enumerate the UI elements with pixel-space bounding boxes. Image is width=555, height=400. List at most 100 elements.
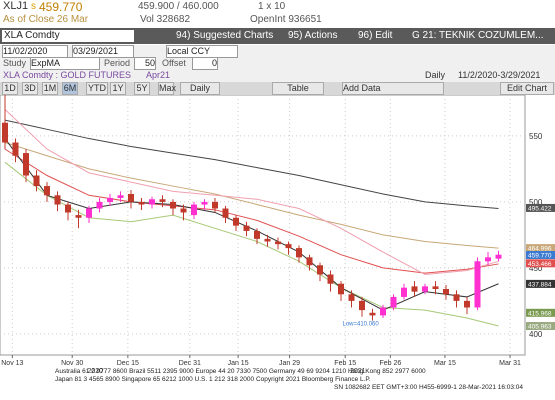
moving-average (4, 148, 499, 274)
x-tick-label: Nov 30 (61, 360, 83, 367)
actions[interactable]: 95) Actions (288, 30, 338, 41)
y-tick-label: 450 (529, 264, 543, 273)
period-button[interactable]: 1D (2, 82, 18, 95)
candle-body (65, 204, 71, 213)
candle-body (464, 300, 470, 308)
period-button[interactable]: 1Y (110, 82, 126, 95)
price-tag-label: 495.422 (528, 205, 552, 212)
period-button[interactable]: YTD (86, 82, 108, 95)
table-button[interactable]: Table (272, 82, 324, 95)
candle-body (233, 217, 239, 226)
price-tag (526, 322, 555, 331)
open-interest: OpenInt 936651 (250, 14, 322, 25)
candle-body (23, 153, 29, 176)
period-button[interactable]: 3D (22, 82, 38, 95)
x-tick-label: Jan 29 (279, 360, 300, 367)
suggested-charts[interactable]: 94) Suggested Charts (176, 30, 274, 41)
moving-average (4, 142, 499, 249)
frequency-button[interactable]: Daily (180, 82, 220, 95)
security-header: XLA Comdty : GOLD FUTURES (3, 70, 132, 80)
candle-body (296, 248, 302, 258)
x-tick-label: Mar 15 (434, 360, 456, 367)
offset-input[interactable]: 0 (192, 57, 218, 70)
candle-body (54, 195, 61, 205)
year-label: 2021 (350, 368, 366, 375)
low-label: Low=410.060 (343, 322, 380, 328)
candle-body (411, 286, 418, 292)
security-input[interactable]: XLA Comdty (2, 30, 134, 42)
edit[interactable]: 96) Edit (358, 30, 393, 41)
period-label: Period (104, 58, 131, 68)
end-date[interactable]: 03/29/2021 (72, 45, 134, 58)
moving-average (4, 109, 499, 276)
candle-body (254, 230, 260, 239)
candle-body (369, 312, 376, 316)
candle-body (149, 199, 155, 205)
y-tick-label: 400 (529, 330, 543, 339)
candle-body (2, 122, 8, 143)
price-tag (526, 308, 555, 317)
candle-body (327, 274, 334, 284)
x-tick-label: Dec 31 (179, 360, 201, 367)
candle-body (306, 257, 313, 266)
candle-body (96, 201, 103, 209)
candle-body (117, 195, 124, 198)
candle-body (12, 142, 19, 156)
edit-chart-button[interactable]: Edit Chart (500, 82, 554, 95)
last-price: 459.770 (39, 0, 83, 14)
period-input[interactable]: 50 (134, 57, 156, 70)
candle-body (285, 244, 292, 249)
candle-body (128, 193, 134, 202)
moving-average (4, 119, 499, 210)
toolbar (0, 28, 555, 44)
candle-body (453, 294, 460, 301)
study-label: Study (3, 58, 27, 68)
candle-body (432, 286, 439, 290)
candle-body (275, 241, 281, 245)
x-tick-label: Nov 13 (1, 360, 23, 367)
frequency: Daily (425, 70, 446, 80)
add-data-button[interactable]: Add Data (342, 82, 444, 95)
candle-body (485, 257, 491, 262)
price-tag-label: 415.968 (528, 310, 552, 317)
x-tick-label: Jan 15 (228, 360, 249, 367)
x-tick-label: Feb 26 (379, 360, 401, 367)
bid-ask: 459.900 / 460.000 (138, 1, 219, 12)
candle-body (107, 197, 113, 202)
size: 1 x 10 (258, 1, 286, 12)
candle-body (222, 208, 229, 218)
footer-line: Australia 61 2 9777 8600 Brazil 5511 239… (55, 368, 426, 375)
contract: Apr21 (146, 70, 171, 80)
ticker: XLJ1 (3, 0, 29, 12)
candle-body (264, 238, 271, 242)
candle-body (201, 201, 208, 205)
candle-body (75, 215, 82, 218)
candle-body (86, 208, 92, 218)
period-button[interactable]: Max (158, 82, 177, 95)
price-tag (526, 203, 555, 212)
price-tag (526, 244, 555, 253)
as-of: As of Close 26 Mar (3, 14, 89, 25)
template[interactable]: G 21: TEKNIK COZUMLEM... (412, 30, 544, 41)
study-select[interactable]: ExpMA (30, 57, 100, 70)
volume: Vol 328682 (140, 14, 191, 25)
period-button[interactable]: 1M (42, 82, 58, 95)
candle-body (33, 175, 40, 187)
source: s (31, 1, 36, 12)
year-label: 2020 (88, 368, 104, 375)
candle-body (359, 300, 365, 311)
price-tag-label: 464.996 (528, 246, 552, 253)
candle-body (170, 201, 176, 209)
candle-body (180, 208, 187, 213)
footer-line: SN 1082682 EET GMT+3:00 H455-6999-1 28-M… (334, 384, 524, 391)
y-tick-label: 550 (529, 132, 543, 141)
candle-body (401, 287, 407, 297)
chart: 400 450 500 550 Nov 13 Nov 30 Dec 15 Dec 31 Jan … (0, 95, 555, 375)
candle-body (443, 289, 449, 295)
candle-body (422, 286, 428, 292)
period-button[interactable]: 5Y (134, 82, 150, 95)
price-tag-label: 405.963 (528, 324, 552, 331)
offset-label: Offset (162, 58, 186, 68)
period-button[interactable]: 6M (62, 82, 78, 95)
